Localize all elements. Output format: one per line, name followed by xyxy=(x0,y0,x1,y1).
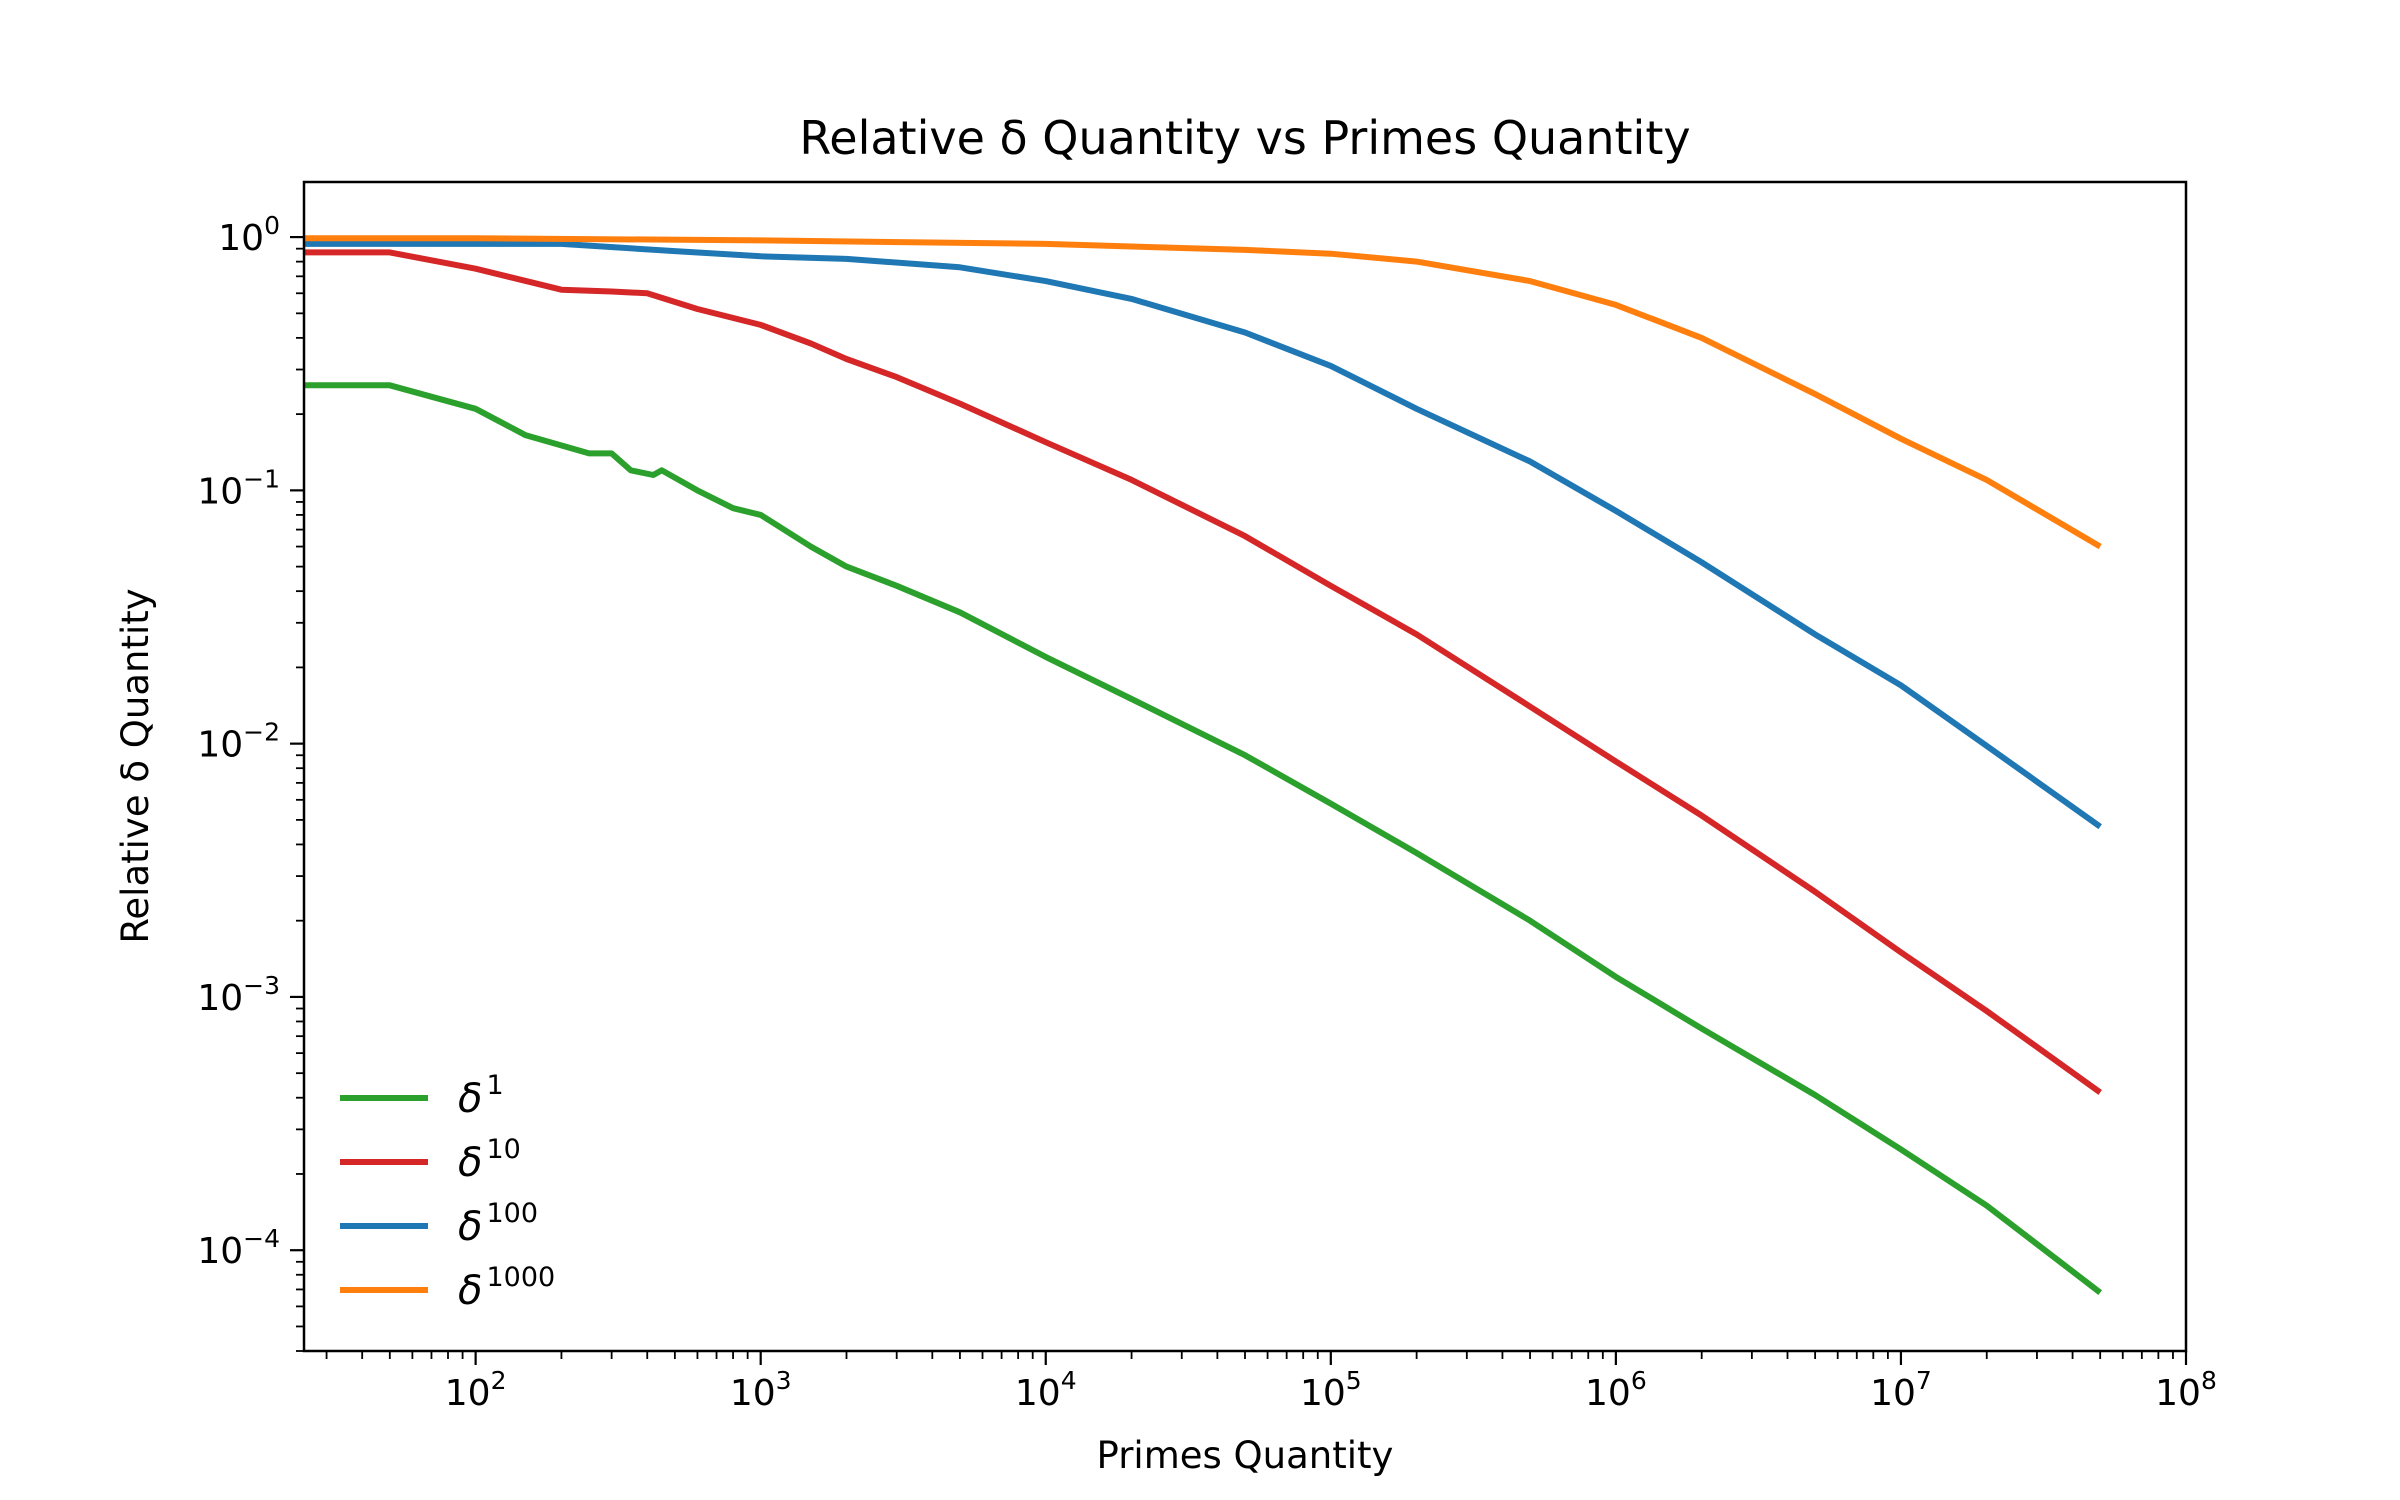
series-layer xyxy=(304,235,2103,1295)
plot-area xyxy=(304,182,2186,1351)
y-tick-label: 10−4 xyxy=(197,1224,280,1272)
x-tick-label: 107 xyxy=(1870,1366,1932,1414)
legend: δ 1 δ 10 δ 100 δ 1000 xyxy=(340,1070,555,1314)
x-tick-label: 105 xyxy=(1300,1366,1362,1414)
x-tick-label: 104 xyxy=(1015,1366,1077,1414)
legend-label-10: δ 10 xyxy=(458,1134,521,1186)
x-tick-label: 103 xyxy=(730,1366,792,1414)
y-tick-label: 10−1 xyxy=(197,464,280,512)
series-line-100 xyxy=(304,240,2102,830)
series-line-1000 xyxy=(304,235,2102,550)
axes-layer: 102 103 104 105 106 107 108 100 10−1 10−2 10−3 10−4 xyxy=(197,180,2217,1414)
y-tick-label: 10−2 xyxy=(197,718,280,766)
legend-label-1000: δ 1000 xyxy=(458,1262,555,1314)
series-line-10 xyxy=(304,249,2102,1095)
legend-label-100: δ 100 xyxy=(458,1198,538,1250)
x-tick-label: 106 xyxy=(1585,1366,1647,1414)
y-tick-label: 10−3 xyxy=(197,971,280,1019)
chart-title: Relative δ Quantity vs Primes Quantity xyxy=(799,111,1690,165)
x-axis-title: Primes Quantity xyxy=(1097,1434,1394,1477)
series-line-1 xyxy=(304,382,2103,1295)
y-axis-title: Relative δ Quantity xyxy=(114,588,157,943)
x-tick-label: 108 xyxy=(2155,1366,2217,1414)
y-tick-label: 100 xyxy=(218,211,280,259)
x-tick-label: 102 xyxy=(445,1366,507,1414)
plot-background xyxy=(304,182,2186,1351)
